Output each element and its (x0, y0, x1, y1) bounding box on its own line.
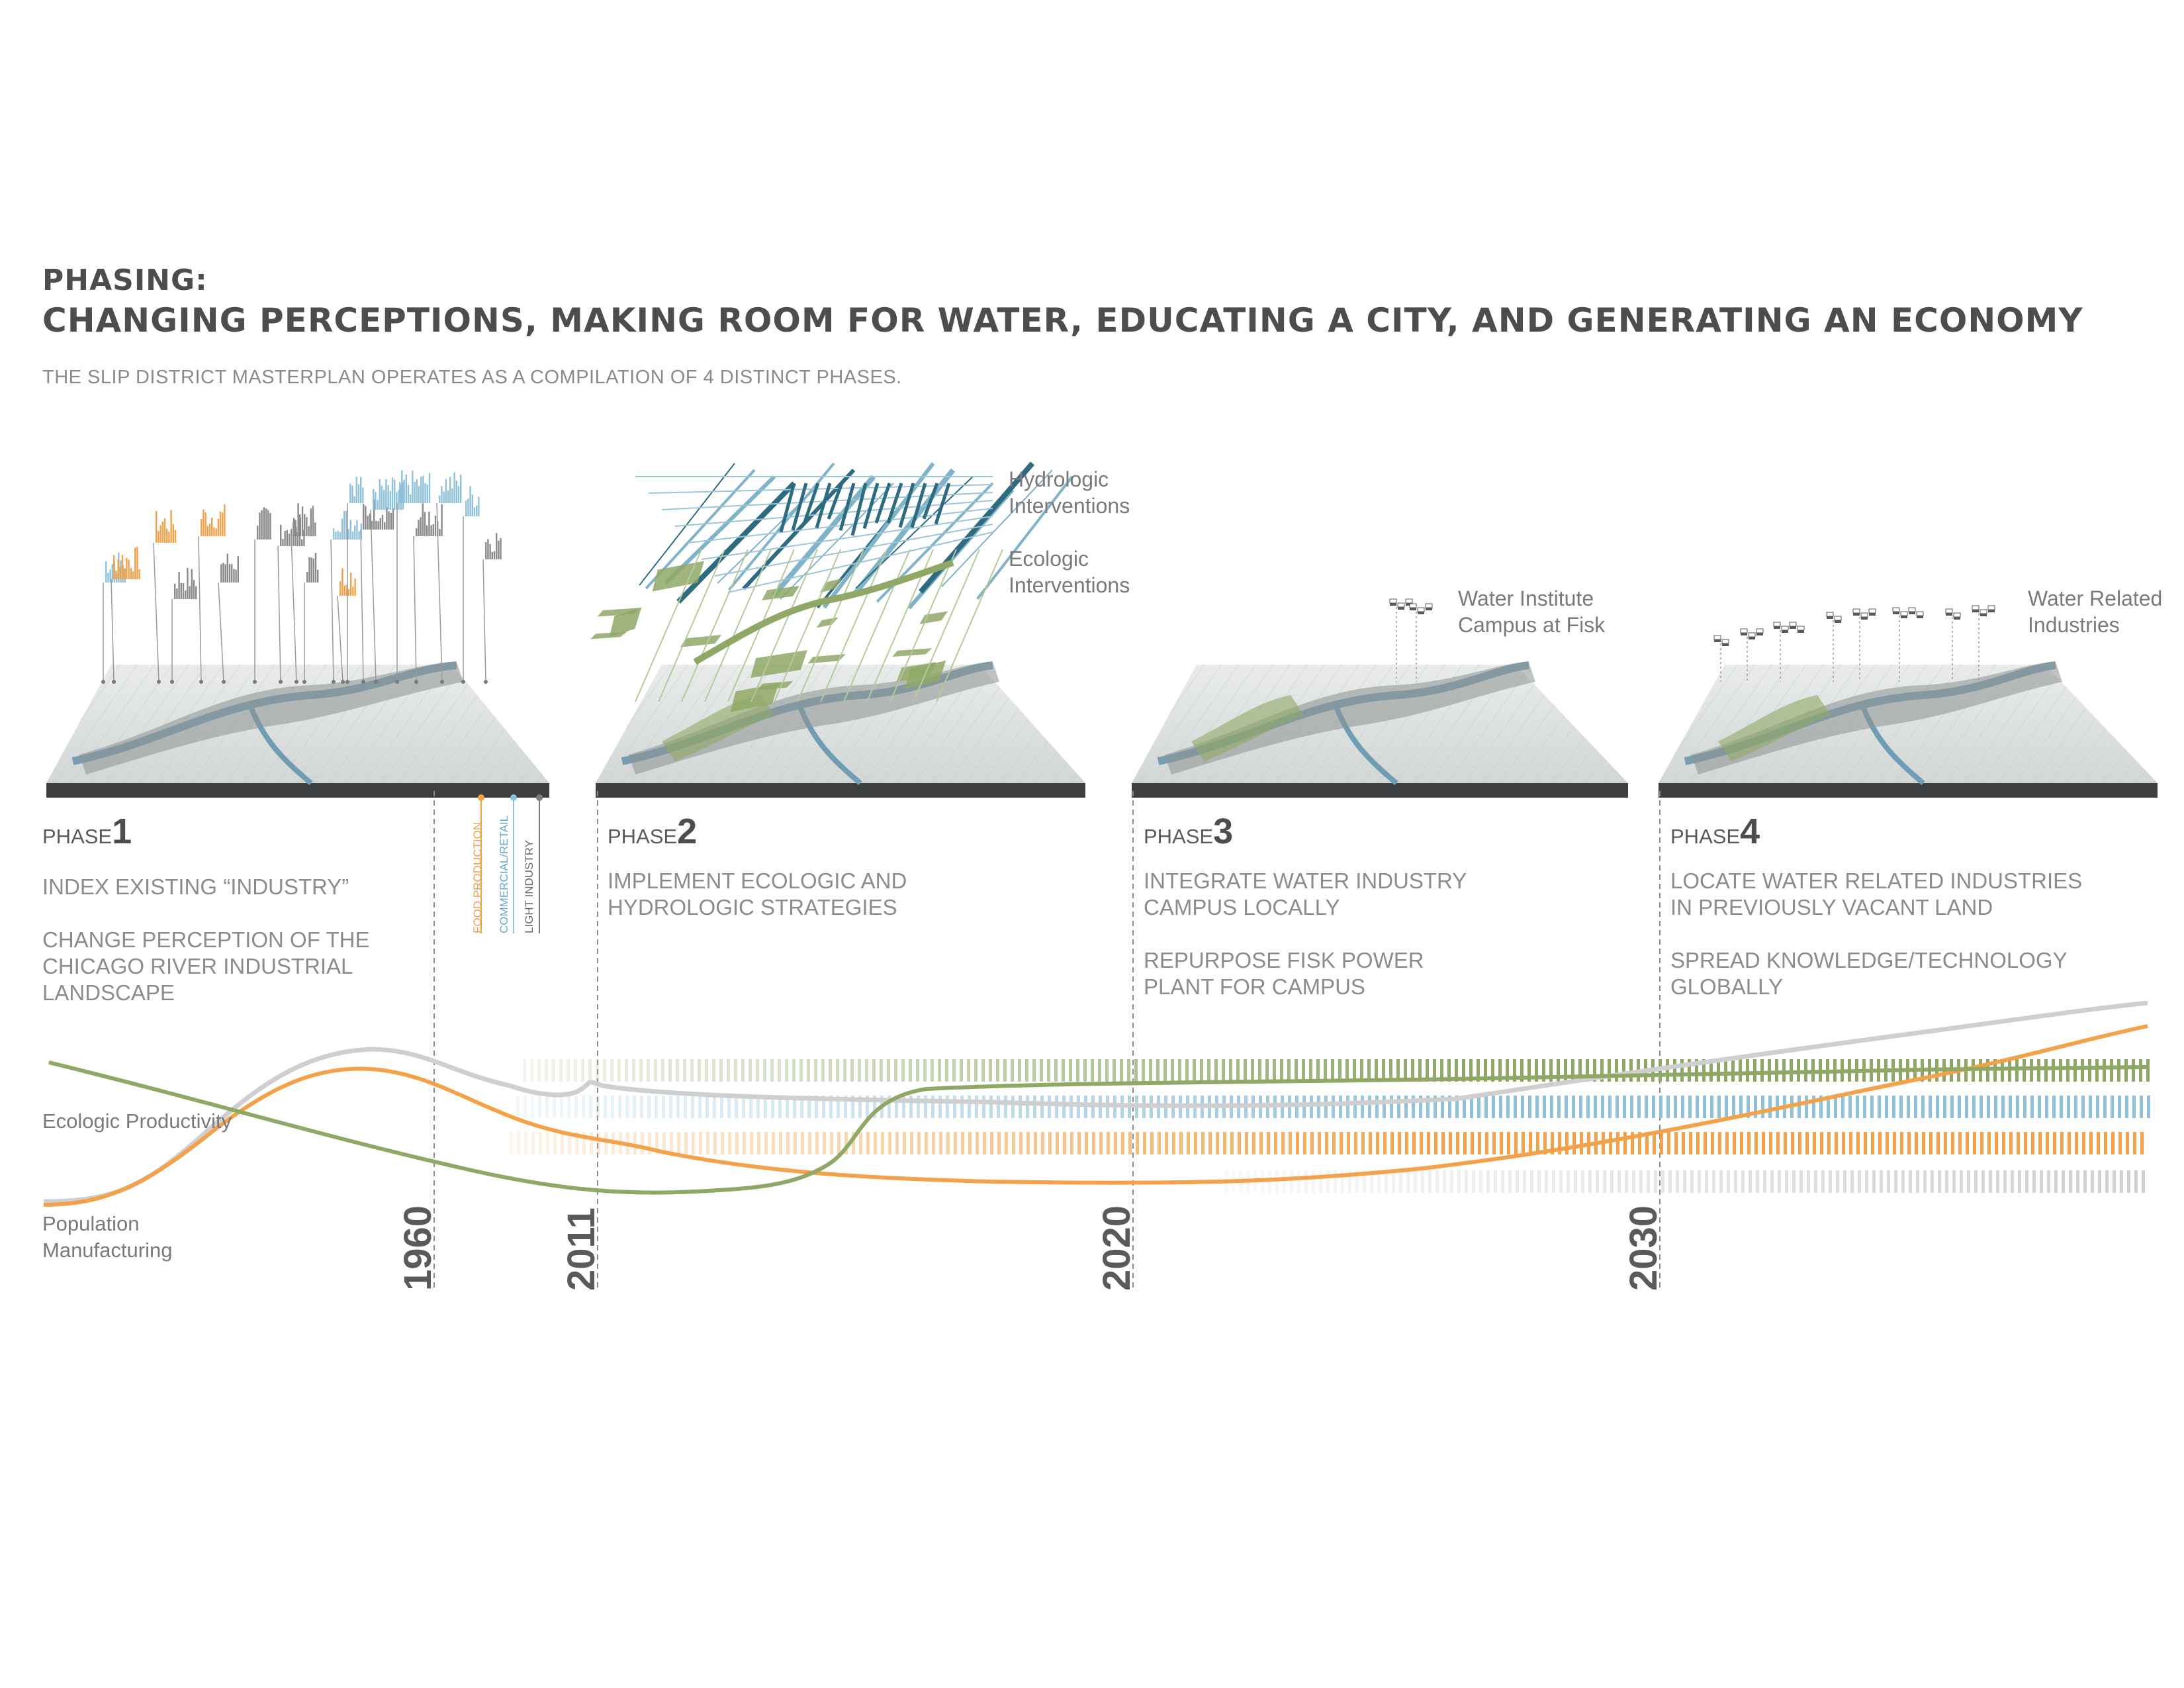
page-title-line-1: PHASING: (42, 263, 208, 297)
building-clusters (1389, 598, 1995, 682)
population-manufacturing-label: Population Manufacturing (42, 1211, 172, 1264)
index-bar-group (345, 476, 364, 684)
phase-2-line: HYDROLOGIC STRATEGIES (608, 895, 897, 919)
index-bar-group (218, 553, 239, 684)
water-related-industries-label: Water Related Industries (2028, 585, 2162, 638)
phase-3-label: PHASE3 (1144, 811, 1233, 852)
legend-markers (478, 794, 543, 933)
phase-4-line: SPREAD KNOWLEDGE/TECHNOLOGY (1670, 948, 2068, 972)
phase-2-label: PHASE2 (608, 811, 697, 852)
year-2020: 2020 (1095, 1205, 1138, 1291)
phase-number: 4 (1740, 812, 1760, 851)
legend-light-industry: LIGHT INDUSTRY (523, 839, 535, 933)
year-1960: 1960 (396, 1205, 439, 1291)
annotation-line: Interventions (1009, 573, 1130, 597)
index-bar-group (330, 510, 362, 684)
annotation-line: Water Related (2028, 586, 2163, 610)
index-bar-group (198, 504, 226, 684)
phase-2-description: IMPLEMENT ECOLOGIC AND HYDROLOGIC STRATE… (608, 868, 907, 947)
manufacturing-curve (43, 1000, 2148, 1204)
index-bar-group (302, 553, 319, 684)
index-bar-group (436, 472, 462, 684)
phase-1-line: LANDSCAPE (42, 980, 175, 1005)
water-institute-label: Water Institute Campus at Fisk (1458, 585, 1605, 638)
index-bar-group (153, 510, 177, 684)
hydrologic-interventions-label: Hydrologic Interventions (1009, 466, 1130, 519)
index-bar-group (413, 503, 443, 684)
phase-3-line: CAMPUS LOCALLY (1144, 895, 1340, 919)
phase-3-description: INTEGRATE WATER INDUSTRY CAMPUS LOCALLY … (1144, 868, 1467, 1027)
population-curve (43, 1024, 2148, 1207)
index-bar-group (170, 567, 197, 684)
index-bar-group (291, 503, 316, 684)
index-bar-group (395, 470, 431, 684)
annotation-line: Campus at Fisk (1458, 613, 1606, 637)
phase-prefix: PHASE (42, 825, 113, 848)
annotation-line: Water Institute (1458, 586, 1594, 610)
legend-commercial-retail: COMMERCIAL/RETAIL (498, 815, 510, 933)
index-bar-group (461, 486, 480, 684)
phase-1-line: CHICAGO RIVER INDUSTRIAL (42, 954, 353, 978)
hydrologic-interventions-graphic (635, 461, 1073, 610)
phase-4-line: IN PREVIOUSLY VACANT LAND (1670, 895, 1993, 919)
phase-dividers (433, 791, 1661, 1288)
phase-number: 2 (677, 812, 698, 851)
annotation-line: Industries (2028, 613, 2120, 637)
site-model-phase-3 (1132, 661, 1628, 798)
industry-index-bars (101, 470, 502, 684)
phase-prefix: PHASE (608, 825, 678, 848)
phase-4-description: LOCATE WATER RELATED INDUSTRIES IN PREVI… (1670, 868, 2082, 1027)
annotation-line: Hydrologic (1009, 467, 1109, 491)
phase-3-line: PLANT FOR CAMPUS (1144, 974, 1365, 999)
annotation-line: Ecologic (1009, 547, 1089, 571)
phase-number: 3 (1213, 812, 1234, 851)
site-model-phase-1 (46, 661, 549, 798)
site-model-phase-4 (1659, 661, 2158, 798)
ecologic-interventions-graphic (590, 549, 1003, 712)
phase-4-label: PHASE4 (1670, 811, 1760, 852)
phase-1-line: CHANGE PERCEPTION OF THE (42, 927, 370, 952)
legend-food-production: FOOD PRODUCTION (471, 821, 484, 933)
year-2030: 2030 (1622, 1205, 1665, 1291)
index-bar-group (111, 547, 140, 684)
manufacturing-label: Manufacturing (42, 1239, 173, 1262)
timeline-curves (43, 1000, 2148, 1207)
index-bar-group (337, 568, 356, 684)
phase-1-label: PHASE1 (42, 811, 132, 852)
ecologic-productivity-label: Ecologic Productivity (42, 1109, 232, 1133)
ecologic-productivity-curve (48, 1060, 2148, 1195)
index-bar-group (370, 477, 404, 684)
annotation-line: Interventions (1009, 494, 1130, 518)
phase-4-line: LOCATE WATER RELATED INDUSTRIES (1670, 868, 2083, 893)
phase-1-description: INDEX EXISTING “INDUSTRY” CHANGE PERCEPT… (42, 874, 369, 1033)
phase-4-line: GLOBALLY (1670, 974, 1783, 999)
phase-number: 1 (112, 812, 132, 851)
phase-prefix: PHASE (1670, 825, 1741, 848)
index-bar-group (360, 499, 394, 684)
site-model-phase-2 (596, 661, 1085, 798)
ecologic-interventions-label: Ecologic Interventions (1009, 545, 1130, 598)
page-subtitle: THE SLIP DISTRICT MASTERPLAN OPERATES AS… (42, 367, 902, 388)
phase-3-line: INTEGRATE WATER INDUSTRY (1144, 868, 1467, 893)
index-bar-group (482, 533, 502, 684)
population-label: Population (42, 1212, 140, 1235)
phase-2-line: IMPLEMENT ECOLOGIC AND (608, 868, 907, 893)
phase-3-line: REPURPOSE FISK POWER (1144, 948, 1424, 972)
phase-1-line: INDEX EXISTING “INDUSTRY” (42, 874, 349, 899)
year-2011: 2011 (560, 1207, 603, 1291)
page-title-line-2: CHANGING PERCEPTIONS, MAKING ROOM FOR WA… (42, 301, 2083, 340)
phase-prefix: PHASE (1144, 825, 1214, 848)
index-bar-group (253, 507, 271, 684)
